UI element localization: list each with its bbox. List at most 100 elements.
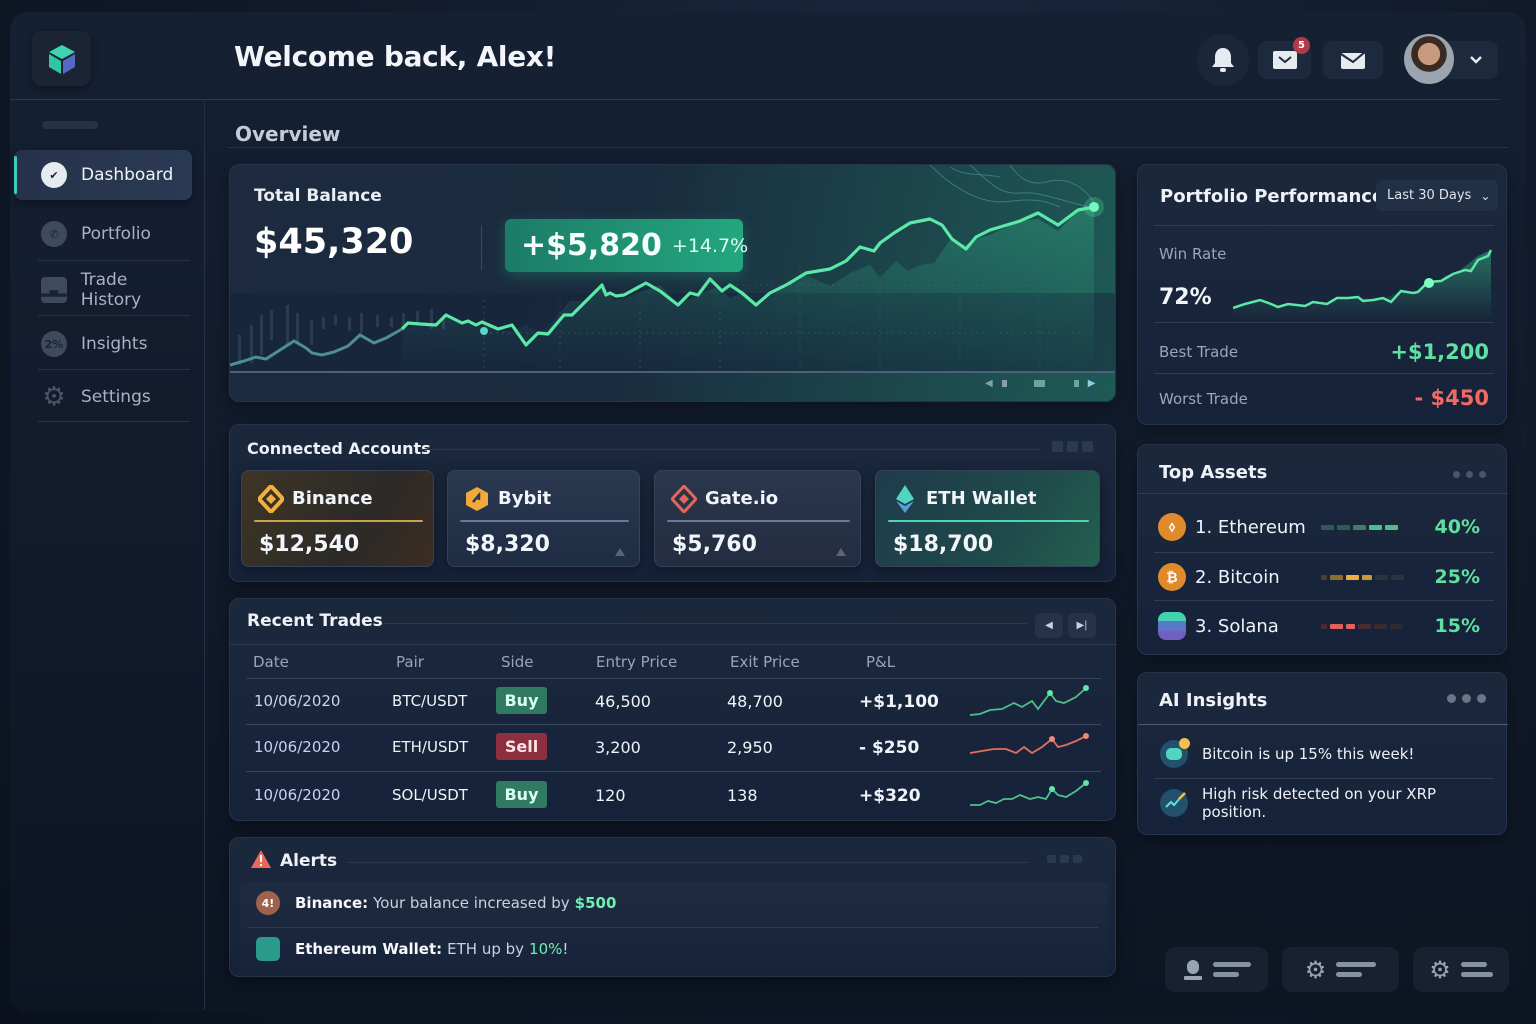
divider <box>1138 724 1508 725</box>
trade-exit: 48,700 <box>727 692 783 711</box>
sidebar-item-settings[interactable]: ⚙ Settings <box>14 372 192 422</box>
account-card-bybit[interactable]: Bybit $8,320 <box>447 470 640 567</box>
divider <box>1154 552 1494 553</box>
insight-item[interactable]: High risk detected on your XRP position. <box>1160 781 1490 825</box>
sidebar-item-label: Insights <box>81 334 148 354</box>
sidebar-item-insights[interactable]: 2% Insights <box>14 319 192 369</box>
asset-row-solana[interactable]: 3. Solana 15% <box>1158 602 1494 650</box>
open-mail-icon <box>1341 51 1365 69</box>
divider <box>1154 322 1494 323</box>
sidebar-item-label: Trade History <box>80 270 142 310</box>
placeholder-lines <box>1212 962 1251 977</box>
range-dropdown-value: Last 30 Days <box>1387 188 1472 203</box>
account-balance: $18,700 <box>893 532 994 557</box>
user-avatar[interactable] <box>1404 34 1454 84</box>
sidebar-divider <box>38 260 190 261</box>
balance-divider <box>481 225 482 270</box>
cube-logo-icon <box>48 44 75 74</box>
sidebar-item-portfolio[interactable]: ✆ Portfolio <box>14 209 192 259</box>
trade-date: 10/06/2020 <box>254 786 341 804</box>
col-header-entry-price: Entry Price <box>596 653 678 671</box>
trade-entry: 46,500 <box>595 692 651 711</box>
sidebar-border <box>204 100 205 1010</box>
more-icon[interactable] <box>1052 441 1093 452</box>
trade-pnl: - $250 <box>859 738 920 758</box>
sidebar-divider <box>38 369 190 370</box>
chart-pager: ◀ ▶ <box>985 378 1095 389</box>
insight-item[interactable]: Bitcoin is up 15% this week! <box>1160 732 1490 776</box>
asset-name: 3. Solana <box>1195 615 1279 637</box>
pager-dot[interactable] <box>1001 380 1007 387</box>
col-header-pnl: P&L <box>866 653 896 671</box>
win-rate-value: 72% <box>1159 285 1212 310</box>
insights-icon: 2% <box>41 331 67 357</box>
alert-item[interactable]: Ethereum Wallet: ETH up by 10% ! <box>240 927 1108 971</box>
table-row[interactable]: 10/06/2020 ETH/USDT Sell 3,200 2,950 - $… <box>246 725 1101 771</box>
alert-source: Ethereum Wallet: <box>295 940 443 958</box>
account-balance: $8,320 <box>465 532 550 557</box>
asset-row-bitcoin[interactable]: ₿ 2. Bitcoin 25% <box>1158 553 1494 601</box>
mail-icon <box>1272 51 1297 69</box>
last-page-button[interactable]: ▶| <box>1068 613 1096 638</box>
prev-page-button[interactable]: ◀ <box>1035 613 1063 638</box>
up-arrow-icon <box>836 548 846 556</box>
connected-accounts-card: Connected Accounts Binance $12,540 Bybit… <box>229 424 1116 582</box>
sidebar-item-dashboard[interactable]: ✔ Dashboard <box>14 150 192 200</box>
next-icon[interactable]: ▶ <box>1087 378 1096 389</box>
side-badge-buy: Buy <box>496 781 547 808</box>
divider <box>246 678 1101 679</box>
divider <box>382 623 1027 624</box>
asset-bars <box>1321 524 1398 530</box>
pager-dot-active[interactable] <box>1033 380 1045 387</box>
account-card-eth-wallet[interactable]: ETH Wallet $18,700 <box>875 470 1100 567</box>
worst-trade-value: - $450 <box>1414 386 1489 410</box>
range-dropdown[interactable]: Last 30 Days ⌄ <box>1376 180 1498 211</box>
recent-trades-card: Recent Trades ◀ ▶| Date Pair Side Entry … <box>229 598 1117 821</box>
prev-icon[interactable]: ◀ <box>985 378 993 389</box>
wallet-alert-icon <box>256 937 280 961</box>
app-logo[interactable] <box>32 31 91 86</box>
profile-widget-button[interactable] <box>1165 947 1268 992</box>
inbox-button[interactable] <box>1323 41 1383 79</box>
balance-gain-badge: +$5,820 +14.7% <box>505 219 748 272</box>
account-balance: $12,540 <box>259 532 360 557</box>
asset-percent: 25% <box>1434 566 1480 588</box>
gain-percent: +14.7% <box>671 234 749 257</box>
notifications-button[interactable] <box>1197 34 1249 86</box>
col-header-pair: Pair <box>396 653 424 671</box>
table-row[interactable]: 10/06/2020 SOL/USDT Buy 120 138 +$320 <box>246 773 1101 819</box>
check-circle-icon: ✔ <box>41 162 67 188</box>
pager-dot[interactable] <box>1073 380 1079 387</box>
alerts-list <box>240 883 1108 973</box>
more-icon[interactable] <box>1047 855 1082 863</box>
trend-up-icon <box>1160 738 1190 768</box>
alerts-title: Alerts <box>280 851 338 871</box>
more-icon[interactable] <box>1453 471 1486 478</box>
alert-item[interactable]: 4! Binance: Your balance increased by $5… <box>240 881 1108 925</box>
table-row[interactable]: 10/06/2020 BTC/USDT Buy 46,500 48,700 +$… <box>246 679 1101 725</box>
asset-percent: 40% <box>1434 516 1480 538</box>
top-assets-title: Top Assets <box>1159 462 1268 483</box>
settings-widget-button[interactable]: ⚙ <box>1282 947 1399 992</box>
asset-row-ethereum[interactable]: ⬨ 1. Ethereum 40% <box>1158 503 1494 551</box>
sidebar-divider <box>38 421 190 422</box>
preferences-widget-button[interactable]: ⚙ <box>1413 947 1509 992</box>
account-card-binance[interactable]: Binance $12,540 <box>241 470 434 567</box>
sidebar-item-label: Dashboard <box>81 165 174 185</box>
asset-name: 1. Ethereum <box>1195 516 1306 538</box>
sidebar-item-label: Portfolio <box>81 224 151 244</box>
gear-icon: ⚙ <box>1304 955 1327 984</box>
trade-entry: 120 <box>595 786 626 805</box>
performance-title: Portfolio Performance <box>1160 186 1385 207</box>
account-card-gateio[interactable]: Gate.io $5,760 <box>654 470 861 567</box>
trade-exit: 2,950 <box>727 738 773 757</box>
trade-pnl: +$1,100 <box>859 692 939 712</box>
alerts-card: Alerts 4! Binance: Your balance increase… <box>229 837 1116 977</box>
sidebar-item-trade-history[interactable]: ▂▄▂ Trade History <box>14 265 192 315</box>
trade-exit: 138 <box>727 786 758 805</box>
phone-icon: ✆ <box>41 221 67 247</box>
balance-chart <box>230 165 1115 373</box>
account-divider <box>888 520 1089 522</box>
alert-highlight: $500 <box>574 894 617 912</box>
more-icon[interactable] <box>1447 694 1486 703</box>
